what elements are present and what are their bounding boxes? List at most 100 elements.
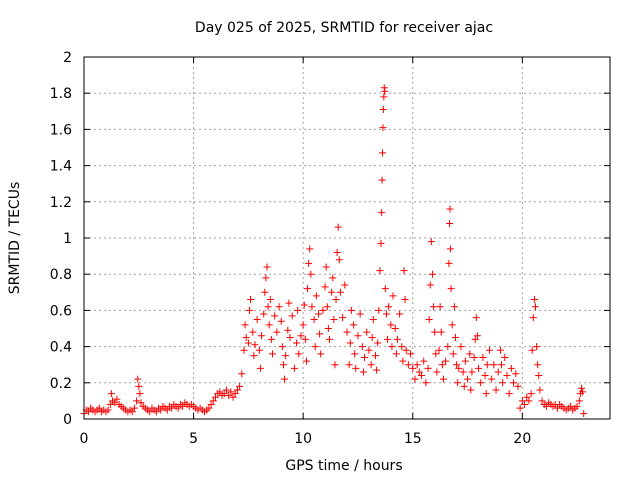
data-point: [432, 350, 440, 358]
data-point: [304, 285, 312, 293]
data-point: [420, 357, 428, 365]
data-point: [496, 346, 504, 354]
data-point: [128, 408, 136, 416]
data-point: [238, 370, 246, 378]
data-point: [471, 335, 479, 343]
data-point: [492, 386, 500, 394]
data-point: [431, 328, 439, 336]
data-point: [457, 343, 465, 351]
data-point: [104, 406, 112, 414]
data-point: [332, 296, 340, 304]
data-point: [402, 346, 410, 354]
data-point: [379, 124, 387, 132]
data-point: [350, 321, 358, 329]
data-point: [468, 368, 476, 376]
data-point: [335, 256, 343, 264]
data-point: [536, 386, 544, 394]
data-point: [330, 315, 338, 323]
data-point: [453, 361, 461, 369]
y-tick-label: 1.8: [50, 86, 72, 102]
data-point: [378, 209, 386, 217]
data-point: [482, 390, 490, 398]
data-point: [523, 393, 531, 401]
data-point: [528, 346, 536, 354]
data-point: [354, 332, 362, 340]
data-point: [446, 245, 454, 253]
data-point: [358, 343, 366, 351]
data-point: [573, 402, 581, 410]
data-point: [347, 306, 355, 314]
data-point: [343, 328, 351, 336]
data-point: [466, 350, 474, 358]
data-point: [302, 357, 310, 365]
y-tick-label: 0.6: [50, 303, 72, 319]
data-point: [317, 350, 325, 358]
y-tick-label: 0.8: [50, 267, 72, 283]
data-point: [339, 314, 347, 322]
data-point: [398, 343, 406, 351]
data-point: [222, 386, 230, 394]
data-point: [542, 402, 550, 410]
data-point: [255, 346, 263, 354]
data-point: [579, 388, 587, 396]
data-point: [242, 334, 250, 342]
data-point: [324, 325, 332, 332]
data-point: [312, 292, 320, 300]
x-axis-ticks: 0 5 10 15 20: [80, 57, 531, 447]
data-point: [507, 364, 515, 372]
data-point: [531, 303, 539, 311]
data-point: [436, 303, 444, 311]
data-point: [400, 267, 408, 275]
data-point: [427, 238, 435, 246]
data-point: [325, 335, 333, 343]
data-point: [133, 397, 141, 405]
data-point: [376, 267, 384, 275]
data-point: [316, 330, 324, 338]
x-tick-label: 20: [513, 431, 531, 447]
data-point: [111, 399, 119, 407]
data-point: [277, 317, 285, 325]
data-point: [473, 332, 481, 340]
y-axis-ticks: 0 0.2 0.4 0.6 0.8 1 1.2 1.4 1.6 1.8 2: [50, 50, 610, 428]
data-point: [525, 397, 533, 405]
data-point: [305, 259, 313, 267]
data-point: [249, 328, 257, 336]
data-point: [498, 361, 506, 369]
data-point: [250, 352, 258, 360]
data-point: [533, 343, 541, 351]
y-tick-label: 1.4: [50, 159, 72, 175]
data-point: [413, 361, 421, 369]
data-point: [256, 364, 264, 372]
data-point: [446, 220, 454, 228]
data-point: [207, 401, 215, 409]
data-point: [418, 372, 426, 380]
y-tick-label: 0: [63, 412, 72, 428]
data-point: [475, 364, 482, 372]
data-point: [422, 379, 430, 387]
data-point: [220, 390, 228, 398]
x-tick-label: 10: [294, 431, 312, 447]
data-point: [426, 281, 434, 289]
data-point: [399, 357, 407, 365]
data-point: [415, 368, 423, 376]
data-point: [437, 328, 445, 336]
data-point: [137, 399, 145, 407]
data-point: [299, 321, 307, 329]
data-point: [447, 285, 455, 293]
data-point: [530, 296, 538, 304]
data-point: [346, 339, 354, 347]
x-tick-label: 0: [80, 431, 89, 447]
data-point: [265, 321, 273, 329]
data-point: [381, 285, 389, 293]
data-point: [446, 205, 454, 213]
data-point: [368, 334, 376, 342]
y-axis-title: SRMTID / TECUs: [7, 182, 23, 295]
data-point: [329, 274, 337, 282]
data-point: [365, 346, 373, 354]
data-point: [253, 315, 261, 323]
data-point: [384, 335, 392, 343]
data-point: [135, 382, 143, 390]
data-point: [396, 310, 404, 318]
data-point: [501, 353, 509, 361]
data-point: [240, 346, 248, 354]
